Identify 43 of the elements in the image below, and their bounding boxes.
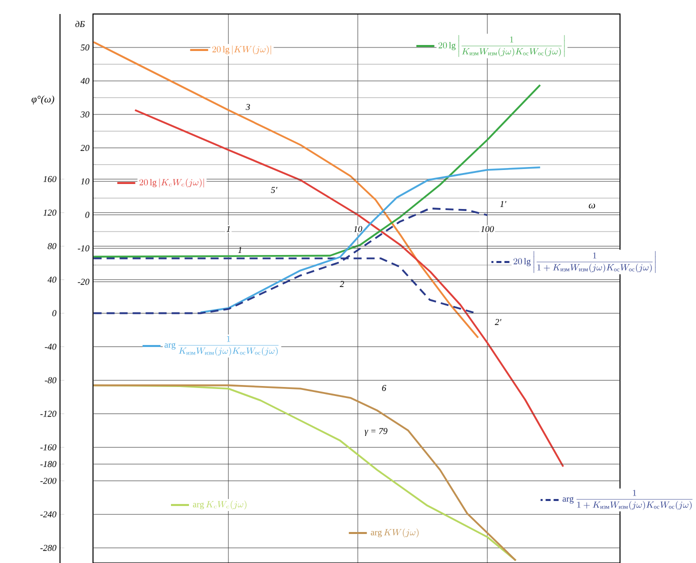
x-axis-title: ω — [588, 204, 596, 208]
annotation: 2' — [494, 319, 502, 325]
y2-tick-label: 40 — [48, 276, 56, 283]
y2-axis-title: φ°(ω) — [32, 95, 54, 105]
x-tick-label: 10 — [354, 226, 362, 232]
x-tick-label: 1 — [226, 226, 230, 232]
legend-label: $\arg K_cW_c(j\omega)$ — [192, 500, 246, 510]
y2-tick-label: -80 — [44, 377, 56, 384]
y2-tick-label: -160 — [40, 444, 56, 450]
legend-label: $\arg\frac{1}{K_{\text{изм}}W_{\text{изм}}(j\omega)K_{\text{ос}}W_{\text{ос}}(j\omega)}$ — [164, 336, 279, 356]
y-tick-label: 30 — [80, 111, 90, 118]
annotation: 6 — [382, 384, 386, 392]
annotation: γ = 79 — [364, 428, 388, 436]
legend-label: $\arg\frac{1}{1+K_{\text{изм}}W_{\text{изм}}(j\omega)K_{\text{ос}}W_{\text{ос}}(j\omega)}$ — [562, 490, 692, 510]
y-axis-title: дБ — [75, 20, 85, 28]
y-tick-label: -10 — [78, 245, 90, 252]
y2-tick-label: -40 — [44, 344, 56, 350]
annotation: 1' — [500, 201, 506, 207]
legend-label: $20\lg\left|\frac{1}{1+K_{\text{изм}}W_{\text{изм}}(j\omega)K_{\text{ос}}W_{\text{ос}}(j\omega)}\right|$ — [514, 251, 656, 273]
annotation: 1 — [238, 247, 242, 253]
y2-tick-label: 120 — [43, 210, 56, 216]
y-tick-label: 0 — [85, 212, 90, 218]
y-tick-label: 40 — [80, 78, 90, 84]
y2-tick-label: 80 — [48, 243, 56, 250]
legend-label: $20\lg\left|KW(j\omega)\right|$ — [212, 45, 272, 54]
y2-tick-label: -200 — [40, 478, 56, 484]
annotation: 3 — [246, 104, 250, 110]
y2-tick-label: -120 — [40, 410, 56, 417]
legend-label: $20\lg\left|\frac{1}{K_{\text{изм}}W_{\text{изм}}(j\omega)K_{\text{ос}}W_{\text{ос}}(j\omega)}\right|$ — [438, 35, 565, 57]
legend-label: $\arg KW(j\omega)$ — [370, 528, 419, 538]
y2-tick-label: -280 — [40, 544, 56, 551]
annotation: 2 — [340, 281, 344, 287]
y-tick-label: 50 — [80, 44, 90, 50]
legend-label: $20\lg\left|K_cW_c(j\omega)\right|$ — [139, 178, 204, 188]
y-tick-label: -20 — [78, 278, 90, 285]
annotation: 5' — [270, 187, 278, 193]
y2-tick-label: -240 — [40, 511, 56, 518]
y2-tick-label: 0 — [52, 310, 56, 316]
y2-tick-label: 160 — [43, 176, 56, 182]
y-tick-label: 10 — [80, 178, 90, 184]
y-tick-label: 20 — [80, 144, 90, 151]
x-tick-label: 100 — [480, 226, 494, 232]
y2-tick-label: -180 — [40, 461, 56, 468]
